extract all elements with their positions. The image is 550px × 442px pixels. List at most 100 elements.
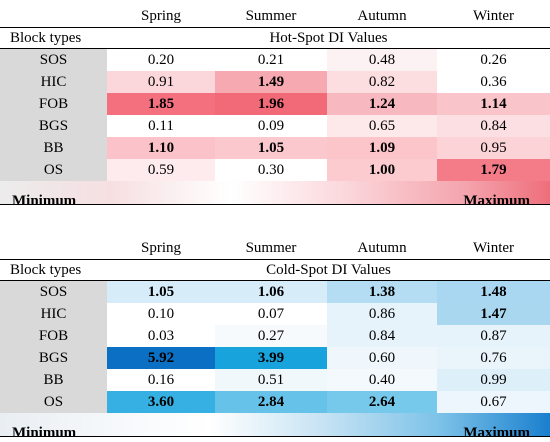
di-value-cell: 1.09: [327, 137, 437, 159]
di-value-cell: 0.07: [215, 303, 327, 325]
table-title-row: Block types Cold-Spot DI Values: [0, 259, 550, 281]
di-value-cell: 0.16: [107, 369, 215, 391]
di-value-cell: 1.14: [437, 93, 550, 115]
di-value-cell: 1.47: [437, 303, 550, 325]
di-value-cell: 1.00: [327, 159, 437, 181]
season-header-row: Spring Summer Autumn Winter: [0, 5, 550, 28]
block-type-label: OS: [0, 159, 107, 181]
di-value-cell: 3.60: [107, 391, 215, 413]
block-type-label: SOS: [0, 280, 107, 303]
season-header: Summer: [245, 7, 297, 24]
di-value-cell: 0.76: [437, 347, 550, 369]
di-value-cell: 0.84: [437, 115, 550, 137]
season-header: Spring: [140, 239, 181, 256]
legend-max-label: Maximum: [463, 192, 530, 209]
season-header: Winter: [472, 7, 515, 24]
table-title: Cold-Spot DI Values: [107, 259, 550, 281]
di-value-cell: 0.10: [107, 303, 215, 325]
di-value-cell: 5.92: [107, 347, 215, 369]
table-row: BGS 0.11 0.09 0.65 0.84: [0, 115, 550, 137]
di-value-cell: 0.59: [107, 159, 215, 181]
di-value-cell: 0.11: [107, 115, 215, 137]
block-type-label: SOS: [0, 48, 107, 71]
season-header: Autumn: [357, 239, 407, 256]
di-value-cell: 0.27: [215, 325, 327, 347]
season-header: Autumn: [357, 7, 407, 24]
table-title-row: Block types Hot-Spot DI Values: [0, 27, 550, 49]
season-header: Summer: [245, 239, 297, 256]
di-value-cell: 3.99: [215, 347, 327, 369]
block-type-label: FOB: [0, 325, 107, 347]
table-row: SOS 1.05 1.06 1.38 1.48: [0, 280, 550, 303]
di-value-cell: 0.91: [107, 71, 215, 93]
block-type-label: OS: [0, 391, 107, 413]
table-row: HIC 0.91 1.49 0.82 0.36: [0, 71, 550, 93]
table-row: HIC 0.10 0.07 0.86 1.47: [0, 303, 550, 325]
di-value-cell: 0.20: [107, 48, 215, 71]
di-value-cell: 0.48: [327, 48, 437, 71]
di-value-cell: 0.26: [437, 48, 550, 71]
di-value-cell: 2.84: [215, 391, 327, 413]
di-value-cell: 1.10: [107, 137, 215, 159]
di-value-cell: 1.05: [215, 137, 327, 159]
legend-max-label: Maximum: [463, 424, 530, 441]
di-value-cell: 0.82: [327, 71, 437, 93]
block-type-label: BGS: [0, 347, 107, 369]
block-type-label: HIC: [0, 303, 107, 325]
table-row: OS 0.59 0.30 1.00 1.79: [0, 159, 550, 181]
di-value-cell: 1.49: [215, 71, 327, 93]
hot-spot-table: Spring Summer Autumn Winter Block types …: [0, 5, 550, 209]
legend-row: Minimum Maximum: [0, 181, 550, 209]
di-value-cell: 0.95: [437, 137, 550, 159]
di-value-cell: 0.36: [437, 71, 550, 93]
di-value-cell: 0.84: [327, 325, 437, 347]
di-value-cell: 1.06: [215, 280, 327, 303]
header-blank: [0, 5, 107, 28]
block-type-label: BB: [0, 137, 107, 159]
header-blank: [0, 237, 107, 260]
block-type-label: HIC: [0, 71, 107, 93]
di-value-cell: 1.38: [327, 280, 437, 303]
table-row: BB 0.16 0.51 0.40 0.99: [0, 369, 550, 391]
di-value-cell: 1.85: [107, 93, 215, 115]
legend-min-label: Minimum: [12, 192, 77, 209]
di-value-cell: 1.96: [215, 93, 327, 115]
di-value-cell: 1.05: [107, 280, 215, 303]
block-type-label: BB: [0, 369, 107, 391]
di-value-cell: 0.21: [215, 48, 327, 71]
table-row: FOB 1.85 1.96 1.24 1.14: [0, 93, 550, 115]
table-title: Hot-Spot DI Values: [107, 27, 550, 49]
season-header: Winter: [472, 239, 515, 256]
di-value-cell: 0.99: [437, 369, 550, 391]
season-header-row: Spring Summer Autumn Winter: [0, 237, 550, 260]
block-types-label: Block types: [0, 259, 107, 281]
color-scale-legend: Minimum Maximum: [0, 413, 550, 441]
table-row: SOS 0.20 0.21 0.48 0.26: [0, 48, 550, 71]
di-value-cell: 2.64: [327, 391, 437, 413]
di-value-cell: 1.48: [437, 280, 550, 303]
di-value-cell: 0.51: [215, 369, 327, 391]
legend-min-label: Minimum: [12, 424, 77, 441]
di-value-cell: 0.03: [107, 325, 215, 347]
table-row: BGS 5.92 3.99 0.60 0.76: [0, 347, 550, 369]
block-types-label: Block types: [0, 27, 107, 49]
season-header: Spring: [140, 7, 181, 24]
block-type-label: BGS: [0, 115, 107, 137]
color-scale-legend: Minimum Maximum: [0, 181, 550, 209]
table-row: FOB 0.03 0.27 0.84 0.87: [0, 325, 550, 347]
block-type-label: FOB: [0, 93, 107, 115]
cold-spot-table: Spring Summer Autumn Winter Block types …: [0, 237, 550, 441]
di-value-cell: 0.67: [437, 391, 550, 413]
di-value-cell: 0.60: [327, 347, 437, 369]
table-row: BB 1.10 1.05 1.09 0.95: [0, 137, 550, 159]
di-value-cell: 0.65: [327, 115, 437, 137]
di-value-cell: 0.87: [437, 325, 550, 347]
di-value-cell: 1.24: [327, 93, 437, 115]
di-value-cell: 0.86: [327, 303, 437, 325]
legend-row: Minimum Maximum: [0, 413, 550, 441]
di-value-cell: 0.40: [327, 369, 437, 391]
di-value-cell: 0.30: [215, 159, 327, 181]
table-row: OS 3.60 2.84 2.64 0.67: [0, 391, 550, 413]
di-value-cell: 1.79: [437, 159, 550, 181]
di-value-cell: 0.09: [215, 115, 327, 137]
